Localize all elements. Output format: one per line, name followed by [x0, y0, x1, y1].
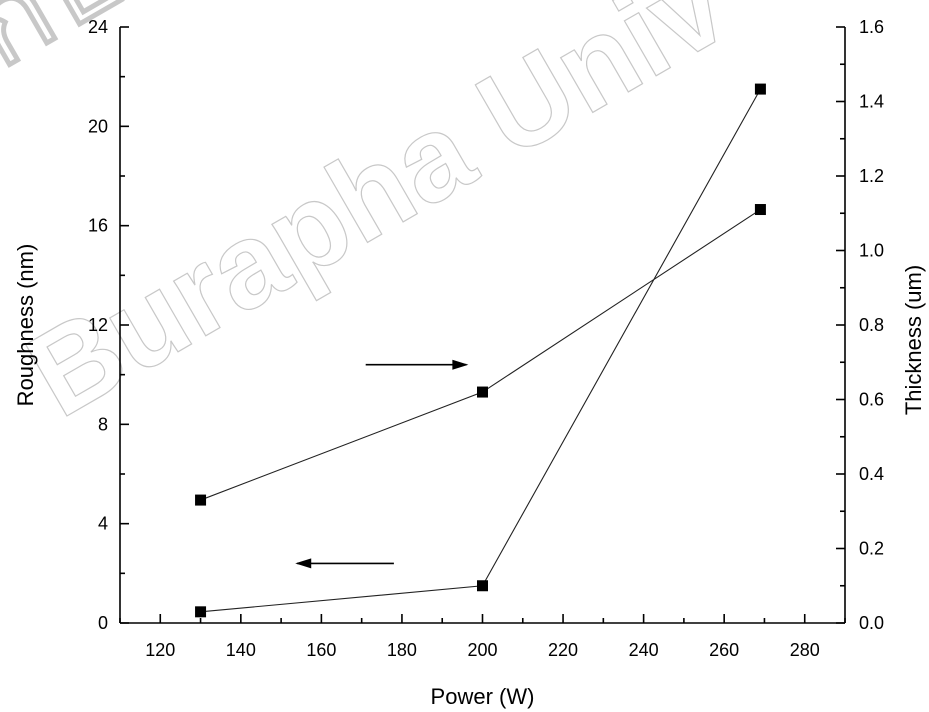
series-right-marker [754, 204, 766, 216]
y-left-tick-label: 12 [88, 315, 108, 335]
arrow-head [295, 558, 312, 569]
x-tick-label: 240 [629, 640, 659, 660]
y-left-tick-label: 8 [98, 414, 108, 434]
y-right-tick-label: 0.0 [859, 613, 884, 633]
y-left-tick-label: 24 [88, 17, 108, 37]
series-right-marker [195, 494, 207, 506]
series-right-marker [477, 386, 488, 398]
y-right-tick-label: 1.6 [859, 17, 884, 37]
x-tick-label: 160 [306, 640, 336, 660]
y-right-tick-label: 0.6 [859, 390, 884, 410]
x-tick-label: 280 [790, 640, 820, 660]
y-left-tick-label: 0 [98, 613, 108, 633]
watermark-line-2: Burapha Univ [6, 0, 749, 443]
y-axis-left-title: Roughness (nm) [13, 244, 38, 407]
series-left-marker [477, 580, 488, 592]
x-tick-label: 140 [226, 640, 256, 660]
y-right-tick-label: 0.4 [859, 464, 884, 484]
x-tick-label: 200 [467, 640, 497, 660]
y-left-tick-label: 20 [88, 116, 108, 136]
series-left-marker [195, 606, 207, 618]
watermark-line-1: ก็บ ใจ [0, 0, 282, 93]
x-tick-label: 260 [709, 640, 739, 660]
plot-area: 120 140 160 180 200 220 240 260 280 0 4 8 12 16 20 24 0.… [88, 17, 884, 660]
y-right-tick-label: 1.4 [859, 92, 884, 112]
y-left-tick-label: 4 [98, 514, 108, 534]
y-left-tick-label: 16 [88, 216, 108, 236]
x-tick-label: 180 [387, 640, 417, 660]
y-right-tick-label: 1.2 [859, 166, 884, 186]
x-tick-label: 220 [548, 640, 578, 660]
x-axis-title: Power (W) [431, 684, 535, 709]
y-right-tick-label: 0.8 [859, 315, 884, 335]
x-tick-label: 120 [145, 640, 175, 660]
y-axis-right-title: Thickness (um) [901, 265, 926, 415]
arrow-to-left-axis [295, 558, 394, 569]
arrow-head [452, 359, 469, 370]
watermark: ก็บ ใจ Burapha Univ [0, 0, 749, 443]
y-right-tick-label: 0.2 [859, 539, 884, 559]
series-left-marker [754, 83, 766, 95]
y-right-tick-label: 1.0 [859, 241, 884, 261]
arrow-to-right-axis [365, 359, 469, 370]
